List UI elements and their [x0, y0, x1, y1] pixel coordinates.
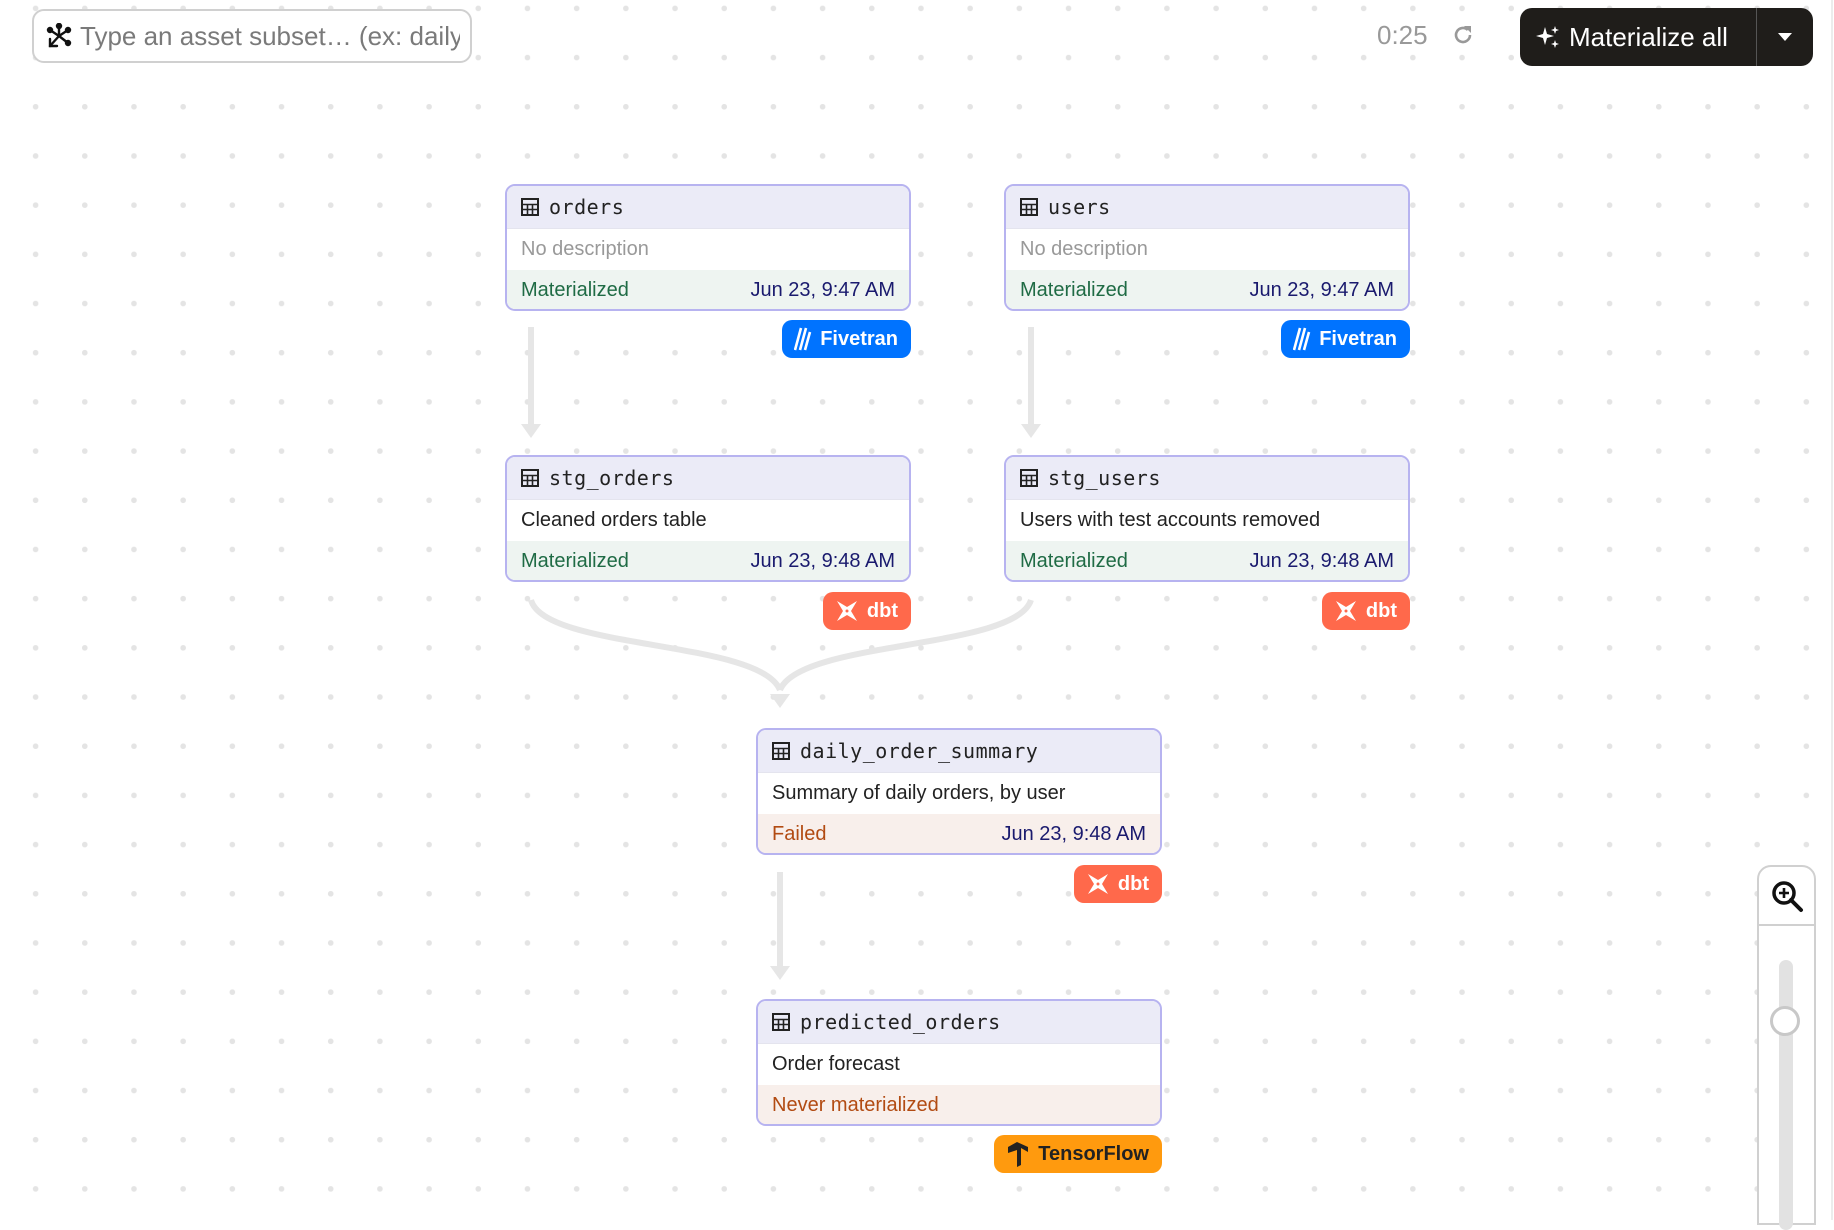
edge-stg_users-daily [777, 598, 1034, 692]
table-icon [1020, 469, 1038, 487]
materialize-options-dropdown[interactable] [1757, 8, 1813, 66]
asset-node-header: stg_users [1006, 457, 1408, 500]
compute-kind-badge: dbt [822, 592, 911, 630]
materialize-all-label: Materialize all [1569, 21, 1728, 52]
asset-node-stg_users[interactable]: stg_users Users with test accounts remov… [1004, 455, 1410, 582]
asset-timestamp[interactable]: Jun 23, 9:47 AM [1249, 279, 1394, 301]
zoom-slider-thumb[interactable] [1770, 1006, 1800, 1036]
asset-node-predicted_orders[interactable]: predicted_orders Order forecast Never ma… [756, 999, 1162, 1126]
asset-node-daily_order_summary[interactable]: daily_order_summary Summary of daily ord… [756, 728, 1162, 855]
asset-node-header: users [1006, 186, 1408, 229]
caret-down-icon [1778, 33, 1792, 41]
zoom-in-icon [1771, 880, 1803, 912]
table-icon [772, 742, 790, 760]
zoom-in-button[interactable] [1759, 867, 1814, 926]
compute-kind-label: dbt [1365, 599, 1397, 622]
asset-selection-icon [46, 23, 72, 48]
asset-timestamp[interactable]: Jun 23, 9:48 AM [750, 550, 895, 572]
asset-status-row: Materialized Jun 23, 9:47 AM [1006, 270, 1408, 309]
asset-description: Cleaned orders table [521, 509, 707, 531]
asset-status-row: Materialized Jun 23, 9:48 AM [1006, 541, 1408, 580]
asset-name: users [1048, 195, 1111, 219]
asset-description: No description [1020, 238, 1148, 260]
table-icon [772, 1013, 790, 1031]
asset-name: orders [549, 195, 625, 219]
fivetran-icon [1293, 327, 1311, 351]
compute-kind-badge: Fivetran [1281, 320, 1410, 358]
refresh-countdown: 0:25 [1377, 20, 1428, 50]
asset-status-row: Never materialized [758, 1085, 1160, 1124]
tensorflow-icon [1008, 1142, 1029, 1167]
edge-stg_orders-daily [528, 598, 783, 692]
asset-timestamp[interactable]: Jun 23, 9:48 AM [1001, 823, 1146, 845]
table-icon [521, 469, 539, 487]
asset-node-header: orders [507, 186, 909, 229]
canvas-edge [1831, 0, 1833, 1220]
asset-node-users[interactable]: users No description Materialized Jun 23,… [1004, 184, 1410, 311]
compute-kind-label: TensorFlow [1038, 1142, 1149, 1165]
materialize-all-button[interactable]: Materialize all [1520, 8, 1756, 66]
asset-status: Materialized [1020, 550, 1128, 572]
arrowhead [521, 424, 541, 438]
asset-description: Summary of daily orders, by user [772, 782, 1066, 804]
button-divider [1756, 8, 1757, 66]
zoom-control [1757, 865, 1816, 1230]
asset-status: Materialized [521, 279, 629, 301]
table-icon [1020, 198, 1038, 216]
compute-kind-label: Fivetran [1319, 327, 1397, 350]
arrowhead [770, 694, 790, 708]
asset-node-header: stg_orders [507, 457, 909, 500]
fivetran-icon [794, 327, 812, 351]
asset-name: stg_users [1048, 466, 1161, 490]
asset-name: daily_order_summary [800, 739, 1039, 763]
compute-kind-badge: dbt [1073, 865, 1162, 903]
compute-kind-label: Fivetran [820, 327, 898, 350]
table-icon [521, 198, 539, 216]
asset-node-stg_orders[interactable]: stg_orders Cleaned orders table Material… [505, 455, 911, 582]
compute-kind-badge: Fivetran [782, 320, 911, 358]
asset-status-row: Materialized Jun 23, 9:48 AM [507, 541, 909, 580]
asset-status-row: Materialized Jun 23, 9:47 AM [507, 270, 909, 309]
asset-node-header: daily_order_summary [758, 730, 1160, 773]
arrowhead [1021, 424, 1041, 438]
asset-selection-input[interactable] [32, 9, 472, 63]
asset-description: Users with test accounts removed [1020, 509, 1321, 531]
zoom-slider-track[interactable] [1779, 960, 1793, 1230]
asset-name: predicted_orders [800, 1010, 1001, 1034]
asset-node-orders[interactable]: orders No description Materialized Jun 23… [505, 184, 911, 311]
asset-timestamp[interactable]: Jun 23, 9:47 AM [750, 279, 895, 301]
asset-selection-field[interactable] [78, 19, 462, 53]
asset-status: Failed [772, 823, 827, 845]
asset-status-row: Failed Jun 23, 9:48 AM [758, 814, 1160, 853]
compute-kind-badge: dbt [1321, 592, 1410, 630]
asset-status: Never materialized [772, 1094, 939, 1116]
asset-name: stg_orders [549, 466, 675, 490]
dbt-icon [1087, 874, 1108, 894]
asset-description: Order forecast [772, 1053, 900, 1075]
compute-kind-label: dbt [866, 599, 898, 622]
asset-timestamp[interactable]: Jun 23, 9:48 AM [1249, 550, 1394, 572]
compute-kind-badge: TensorFlow [994, 1135, 1162, 1173]
asset-status: Materialized [1020, 279, 1128, 301]
asset-node-header: predicted_orders [758, 1001, 1160, 1044]
dbt-icon [1335, 601, 1356, 621]
dbt-icon [836, 601, 857, 621]
compute-kind-label: dbt [1117, 872, 1149, 895]
materialize-all-button-group: Materialize all [1520, 8, 1813, 66]
arrowhead [770, 966, 790, 980]
sparkle-icon [1536, 26, 1559, 48]
asset-status: Materialized [521, 550, 629, 572]
refresh-icon[interactable] [1450, 22, 1476, 48]
asset-description: No description [521, 238, 649, 260]
